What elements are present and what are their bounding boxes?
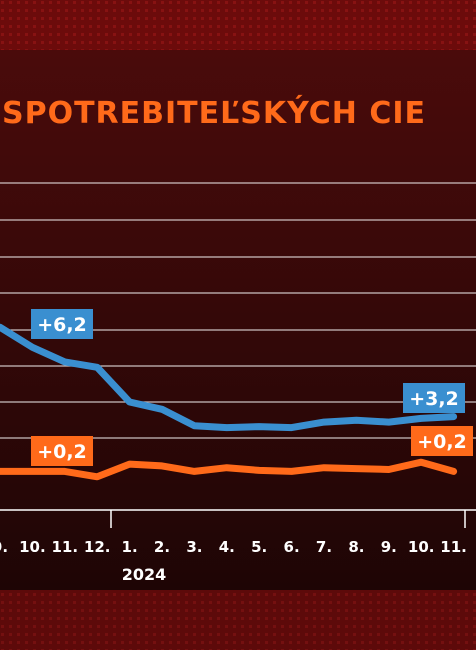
x-tick-label: 2. [154,538,170,556]
x-tick-label: 9. [0,538,8,556]
data-labels: +6,2 +3,2 +0,2 +0,2 [31,309,473,466]
x-tick-label: 11. [440,538,467,556]
data-label-blue-end-box [403,383,465,413]
data-label-orange-start: +0,2 [37,441,87,463]
data-label-orange-start-box [31,436,93,466]
year-label: 2024 [122,565,167,584]
chart-title: SPOTREBITEĽSKÝCH CIE [2,96,427,131]
x-tick-label: 9. [381,538,397,556]
data-label-blue-start-box [31,309,93,339]
x-tick-label: 6. [284,538,300,556]
x-tick-label: 10. [408,538,435,556]
series-line-orange [0,458,458,481]
grid-lines [0,182,476,439]
x-tick-label: 3. [186,538,202,556]
data-label-orange-end-box [411,426,473,456]
bottom-band [0,590,476,650]
x-tick-label: 5. [251,538,267,556]
top-band [0,0,476,50]
data-label-orange-end: +0,2 [417,431,467,453]
x-tick-label: 12. [84,538,111,556]
series-line-blue [0,323,458,432]
x-tick-label: 11. [52,538,79,556]
series-lines [0,323,458,481]
data-label-blue-end: +3,2 [409,388,459,410]
x-tick-label: 7. [316,538,332,556]
data-label-blue-start: +6,2 [37,314,87,336]
x-tick-label: 1. [122,538,138,556]
x-axis: 9. 10. 11. 12. 1. 2. 3. 4. 5. 6. 7. 8. 9. 10. 11. 2024 [0,509,476,584]
x-tick-label: 8. [348,538,364,556]
x-tick-label: 10. [19,538,46,556]
x-tick-label: 4. [219,538,235,556]
